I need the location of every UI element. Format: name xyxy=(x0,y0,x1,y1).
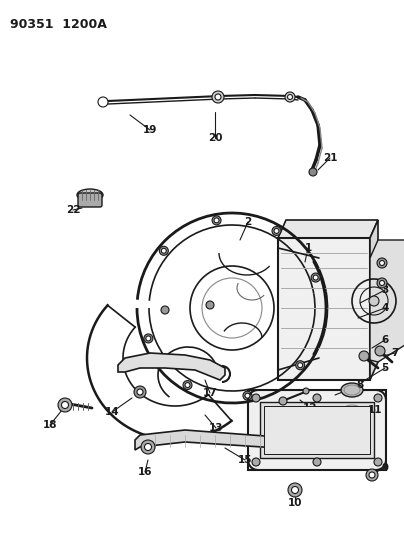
Text: 21: 21 xyxy=(323,153,337,163)
Text: 14: 14 xyxy=(105,407,119,417)
Circle shape xyxy=(243,391,252,400)
Circle shape xyxy=(377,278,387,288)
Text: 16: 16 xyxy=(138,467,152,477)
Text: 18: 18 xyxy=(43,420,57,430)
Circle shape xyxy=(183,381,192,390)
Circle shape xyxy=(185,383,190,387)
Text: 1: 1 xyxy=(304,243,311,253)
Circle shape xyxy=(212,216,221,225)
Polygon shape xyxy=(278,220,378,238)
Text: 20: 20 xyxy=(208,133,222,143)
Text: 13: 13 xyxy=(209,423,223,433)
Text: 5: 5 xyxy=(381,363,389,373)
Text: 10: 10 xyxy=(288,498,302,508)
Circle shape xyxy=(375,346,385,356)
Polygon shape xyxy=(135,430,278,450)
Circle shape xyxy=(206,301,214,309)
Circle shape xyxy=(379,280,385,286)
Ellipse shape xyxy=(340,404,364,420)
Polygon shape xyxy=(278,238,370,380)
Circle shape xyxy=(146,336,151,341)
Circle shape xyxy=(288,94,292,100)
Circle shape xyxy=(215,94,221,100)
Circle shape xyxy=(296,361,305,370)
Text: 12: 12 xyxy=(303,403,317,413)
Text: 8: 8 xyxy=(356,380,364,390)
Circle shape xyxy=(161,248,166,253)
Circle shape xyxy=(145,443,152,450)
Polygon shape xyxy=(260,402,374,458)
Circle shape xyxy=(159,246,168,255)
Circle shape xyxy=(292,487,299,494)
Circle shape xyxy=(369,472,375,478)
Circle shape xyxy=(377,258,387,268)
Circle shape xyxy=(58,398,72,412)
Text: 6: 6 xyxy=(381,335,389,345)
Polygon shape xyxy=(264,406,370,454)
Circle shape xyxy=(137,389,143,395)
Circle shape xyxy=(366,469,378,481)
Circle shape xyxy=(161,306,169,314)
Text: 15: 15 xyxy=(238,455,252,465)
Polygon shape xyxy=(370,240,404,362)
Circle shape xyxy=(272,227,281,236)
Circle shape xyxy=(309,168,317,176)
Circle shape xyxy=(214,218,219,223)
Circle shape xyxy=(252,458,260,466)
Circle shape xyxy=(379,261,385,265)
Circle shape xyxy=(369,296,379,306)
Text: 2: 2 xyxy=(244,217,252,227)
Circle shape xyxy=(374,394,382,402)
Text: 19: 19 xyxy=(143,125,157,135)
Circle shape xyxy=(313,275,318,280)
Ellipse shape xyxy=(77,189,103,201)
Text: 22: 22 xyxy=(66,205,80,215)
Text: 3: 3 xyxy=(381,285,389,295)
Text: 7: 7 xyxy=(391,348,399,358)
Circle shape xyxy=(288,483,302,497)
Circle shape xyxy=(144,334,153,343)
Circle shape xyxy=(279,397,287,405)
Circle shape xyxy=(313,394,321,402)
Circle shape xyxy=(98,97,108,107)
Circle shape xyxy=(134,386,146,398)
Ellipse shape xyxy=(341,383,363,397)
Polygon shape xyxy=(370,220,378,380)
Polygon shape xyxy=(118,353,225,380)
Circle shape xyxy=(303,388,309,394)
Text: 90351  1200A: 90351 1200A xyxy=(10,18,107,31)
Circle shape xyxy=(298,363,303,368)
Circle shape xyxy=(359,351,369,361)
Text: 4: 4 xyxy=(381,303,389,313)
Polygon shape xyxy=(248,390,386,470)
Circle shape xyxy=(212,91,224,103)
Text: 11: 11 xyxy=(368,405,382,415)
Circle shape xyxy=(313,458,321,466)
Circle shape xyxy=(141,440,155,454)
Circle shape xyxy=(311,273,320,282)
Text: 9: 9 xyxy=(381,463,389,473)
FancyBboxPatch shape xyxy=(78,193,102,207)
Circle shape xyxy=(374,458,382,466)
Circle shape xyxy=(285,92,295,102)
Circle shape xyxy=(252,394,260,402)
Circle shape xyxy=(274,229,279,233)
Circle shape xyxy=(61,401,69,408)
Circle shape xyxy=(245,393,250,398)
Text: 17: 17 xyxy=(203,388,217,398)
